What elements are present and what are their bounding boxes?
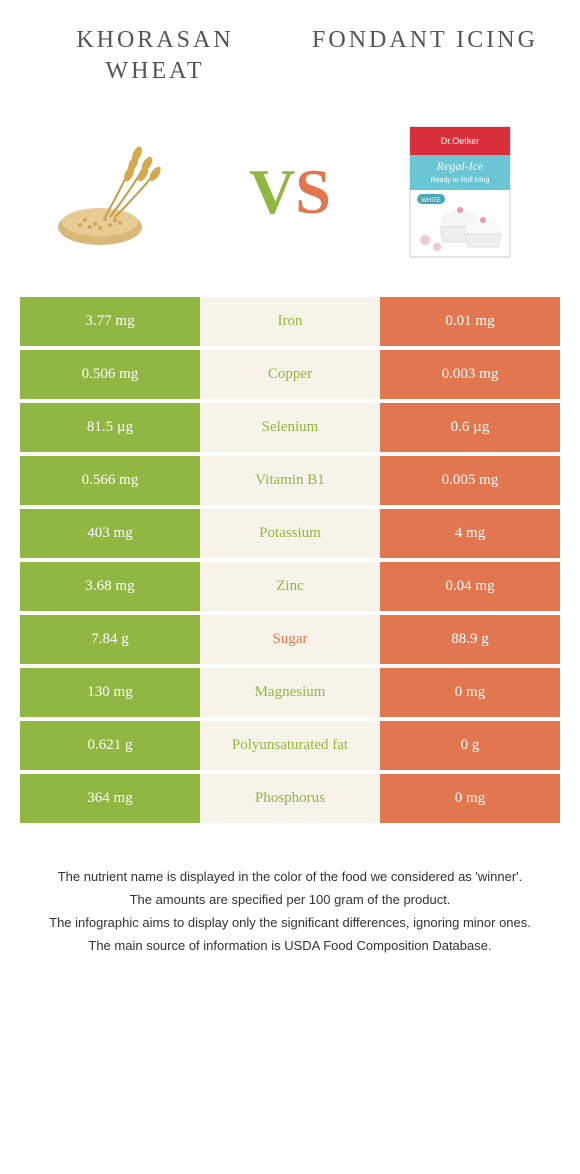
nutrient-name: Copper (200, 350, 380, 399)
nutrient-name: Vitamin B1 (200, 456, 380, 505)
left-value: 7.84 g (20, 615, 200, 664)
right-value: 4 mg (380, 509, 560, 558)
footer-notes: The nutrient name is displayed in the co… (0, 827, 580, 978)
right-value: 0.6 µg (380, 403, 560, 452)
nutrient-name: Iron (200, 297, 380, 346)
wheat-icon (55, 132, 185, 252)
right-value: 0.003 mg (380, 350, 560, 399)
nutrient-row: 0.506 mgCopper0.003 mg (20, 350, 560, 399)
left-food-title: KHORASAN WHEAT (34, 25, 277, 87)
nutrient-name: Potassium (200, 509, 380, 558)
right-value: 0 g (380, 721, 560, 770)
nutrient-row: 7.84 gSugar88.9 g (20, 615, 560, 664)
footer-line: The infographic aims to display only the… (30, 913, 550, 934)
svg-text:WHITE: WHITE (422, 198, 441, 204)
nutrient-row: 130 mgMagnesium0 mg (20, 668, 560, 717)
vs-label: VS (249, 155, 331, 229)
nutrient-name: Sugar (200, 615, 380, 664)
right-food-image: Dr.Oetker Regal-Ice Ready to Roll Icing … (390, 127, 530, 257)
left-value: 3.68 mg (20, 562, 200, 611)
nutrient-name: Selenium (200, 403, 380, 452)
icing-icon: Dr.Oetker Regal-Ice Ready to Roll Icing … (405, 122, 515, 262)
nutrient-name: Zinc (200, 562, 380, 611)
nutrient-name: Magnesium (200, 668, 380, 717)
vs-s: S (295, 156, 331, 227)
nutrient-row: 0.621 gPolyunsaturated fat0 g (20, 721, 560, 770)
footer-line: The main source of information is USDA F… (30, 936, 550, 957)
right-value: 0 mg (380, 774, 560, 823)
right-value: 88.9 g (380, 615, 560, 664)
left-value: 3.77 mg (20, 297, 200, 346)
right-value: 0 mg (380, 668, 560, 717)
right-value: 0.04 mg (380, 562, 560, 611)
nutrient-row: 81.5 µgSelenium0.6 µg (20, 403, 560, 452)
nutrient-row: 403 mgPotassium4 mg (20, 509, 560, 558)
left-food-image (50, 127, 190, 257)
svg-text:Dr.Oetker: Dr.Oetker (441, 136, 480, 146)
left-value: 81.5 µg (20, 403, 200, 452)
left-value: 130 mg (20, 668, 200, 717)
left-value: 403 mg (20, 509, 200, 558)
vs-v: V (249, 156, 295, 227)
nutrient-table: 3.77 mgIron0.01 mg0.506 mgCopper0.003 mg… (20, 297, 560, 823)
footer-line: The amounts are specified per 100 gram o… (30, 890, 550, 911)
svg-text:Regal-Ice: Regal-Ice (436, 159, 484, 173)
nutrient-row: 364 mgPhosphorus0 mg (20, 774, 560, 823)
left-value: 0.566 mg (20, 456, 200, 505)
nutrient-row: 0.566 mgVitamin B10.005 mg (20, 456, 560, 505)
images-row: VS Dr.Oetker Regal-Ice Ready to Roll Ici… (0, 97, 580, 297)
right-value: 0.01 mg (380, 297, 560, 346)
left-value: 364 mg (20, 774, 200, 823)
left-value: 0.621 g (20, 721, 200, 770)
nutrient-row: 3.77 mgIron0.01 mg (20, 297, 560, 346)
nutrient-row: 3.68 mgZinc0.04 mg (20, 562, 560, 611)
footer-line: The nutrient name is displayed in the co… (30, 867, 550, 888)
nutrient-name: Polyunsaturated fat (200, 721, 380, 770)
svg-text:Ready to Roll Icing: Ready to Roll Icing (431, 177, 490, 184)
header-row: KHORASAN WHEAT FONDANT ICING (0, 0, 580, 97)
right-food-title: FONDANT ICING (304, 25, 547, 87)
nutrient-name: Phosphorus (200, 774, 380, 823)
right-value: 0.005 mg (380, 456, 560, 505)
left-value: 0.506 mg (20, 350, 200, 399)
